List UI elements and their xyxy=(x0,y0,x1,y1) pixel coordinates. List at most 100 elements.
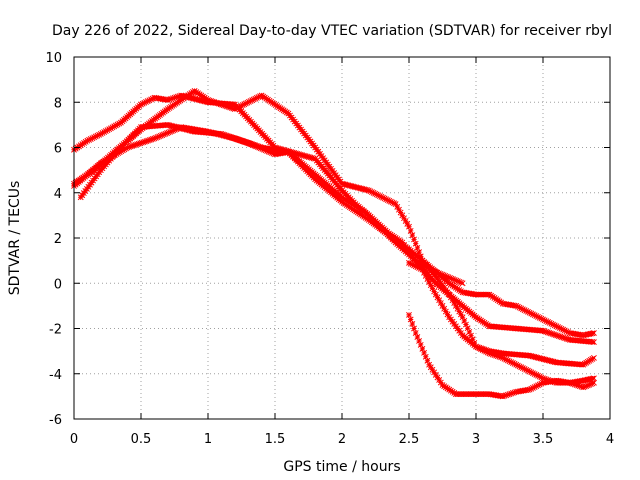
data-point xyxy=(407,313,411,317)
data-point xyxy=(592,381,596,384)
data-point xyxy=(461,291,464,294)
data-point xyxy=(582,386,585,389)
y-tick-label: 10 xyxy=(45,51,62,66)
data-point xyxy=(515,304,518,308)
data-point xyxy=(314,146,317,149)
y-tick-label: 0 xyxy=(54,277,62,292)
data-point xyxy=(541,377,545,380)
data-point xyxy=(79,196,82,199)
data-point xyxy=(501,356,504,360)
data-point xyxy=(474,315,478,319)
x-tick-label: 2 xyxy=(338,432,346,447)
data-point xyxy=(153,96,156,99)
data-point xyxy=(414,331,417,335)
data-point xyxy=(488,325,491,328)
data-point xyxy=(99,168,103,172)
data-point xyxy=(461,315,464,319)
data-point xyxy=(568,331,571,335)
y-tick-label: -2 xyxy=(49,323,62,338)
x-tick-label: 3.5 xyxy=(533,432,554,447)
y-tick-label: -6 xyxy=(49,413,62,428)
data-point xyxy=(515,327,518,330)
data-point xyxy=(474,392,478,396)
data-point xyxy=(394,202,397,206)
data-point xyxy=(166,123,169,127)
x-tick-label: 2.5 xyxy=(399,432,420,447)
data-point xyxy=(340,200,344,203)
data-point xyxy=(474,345,478,348)
data-point xyxy=(407,248,411,251)
data-point xyxy=(461,282,464,285)
data-point xyxy=(501,395,504,398)
data-point xyxy=(367,189,370,192)
data-point xyxy=(260,146,263,149)
data-point xyxy=(434,282,437,285)
data-point xyxy=(592,340,596,344)
data-point xyxy=(180,125,183,129)
data-point xyxy=(528,311,531,314)
data-point xyxy=(233,137,236,140)
axis-ticks: 0 0.5 1 1.5 2 2.5 3 3.5 4 -6 -4 -2 0 2 4 6 8 10 xyxy=(45,51,614,447)
data-series xyxy=(71,87,597,400)
data-point xyxy=(427,363,431,366)
data-point xyxy=(314,177,317,181)
data-point xyxy=(541,329,545,332)
y-tick-label: 4 xyxy=(54,187,62,202)
data-point xyxy=(528,370,531,373)
data-point xyxy=(592,331,596,335)
data-point xyxy=(340,182,344,185)
y-tick-label: 8 xyxy=(54,96,62,111)
data-point xyxy=(448,315,451,319)
y-axis-label: SDTVAR / TECUs xyxy=(7,181,23,296)
data-point xyxy=(461,334,464,337)
data-point xyxy=(515,363,518,366)
y-tick-label: 6 xyxy=(54,142,62,157)
x-tick-label: 1.5 xyxy=(265,432,286,447)
data-point xyxy=(528,354,531,357)
x-tick-label: 0 xyxy=(70,432,78,447)
data-point xyxy=(166,98,169,102)
data-point xyxy=(340,189,344,192)
data-point xyxy=(126,146,129,149)
data-point xyxy=(206,130,210,133)
data-point xyxy=(260,94,263,97)
data-point xyxy=(555,381,558,384)
data-point xyxy=(454,392,458,396)
x-tick-label: 1 xyxy=(204,432,212,447)
data-point xyxy=(394,239,397,242)
data-point xyxy=(166,107,169,111)
data-point xyxy=(461,304,464,308)
data-point xyxy=(139,125,143,129)
data-point xyxy=(367,218,370,222)
data-point xyxy=(407,261,411,265)
data-point xyxy=(119,121,123,124)
data-point xyxy=(421,268,424,271)
data-point xyxy=(153,137,156,140)
data-point xyxy=(488,392,491,396)
data-point xyxy=(555,325,558,328)
data-point xyxy=(582,379,585,382)
x-tick-label: 3 xyxy=(472,432,480,447)
data-point xyxy=(287,150,290,154)
data-point xyxy=(434,293,437,296)
data-point xyxy=(555,361,558,364)
data-point xyxy=(206,98,210,102)
data-point xyxy=(434,275,437,278)
x-axis-label: GPS time / hours xyxy=(283,459,400,475)
chart-title: Day 226 of 2022, Sidereal Day-to-day VTE… xyxy=(52,23,612,39)
data-point xyxy=(582,334,585,337)
y-tick-label: -4 xyxy=(49,368,62,383)
data-point xyxy=(99,132,103,136)
data-point xyxy=(139,103,143,106)
data-point xyxy=(314,157,317,161)
data-point xyxy=(501,352,504,355)
data-point xyxy=(582,363,585,366)
y-tick-label: 2 xyxy=(54,232,62,247)
data-point xyxy=(407,225,411,228)
data-point xyxy=(592,377,596,380)
data-point xyxy=(541,318,545,321)
data-point xyxy=(488,352,491,355)
data-point xyxy=(448,282,451,285)
data-point xyxy=(488,293,491,296)
